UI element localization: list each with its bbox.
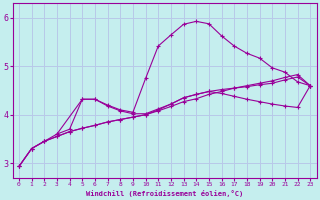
X-axis label: Windchill (Refroidissement éolien,°C): Windchill (Refroidissement éolien,°C)	[86, 190, 243, 197]
